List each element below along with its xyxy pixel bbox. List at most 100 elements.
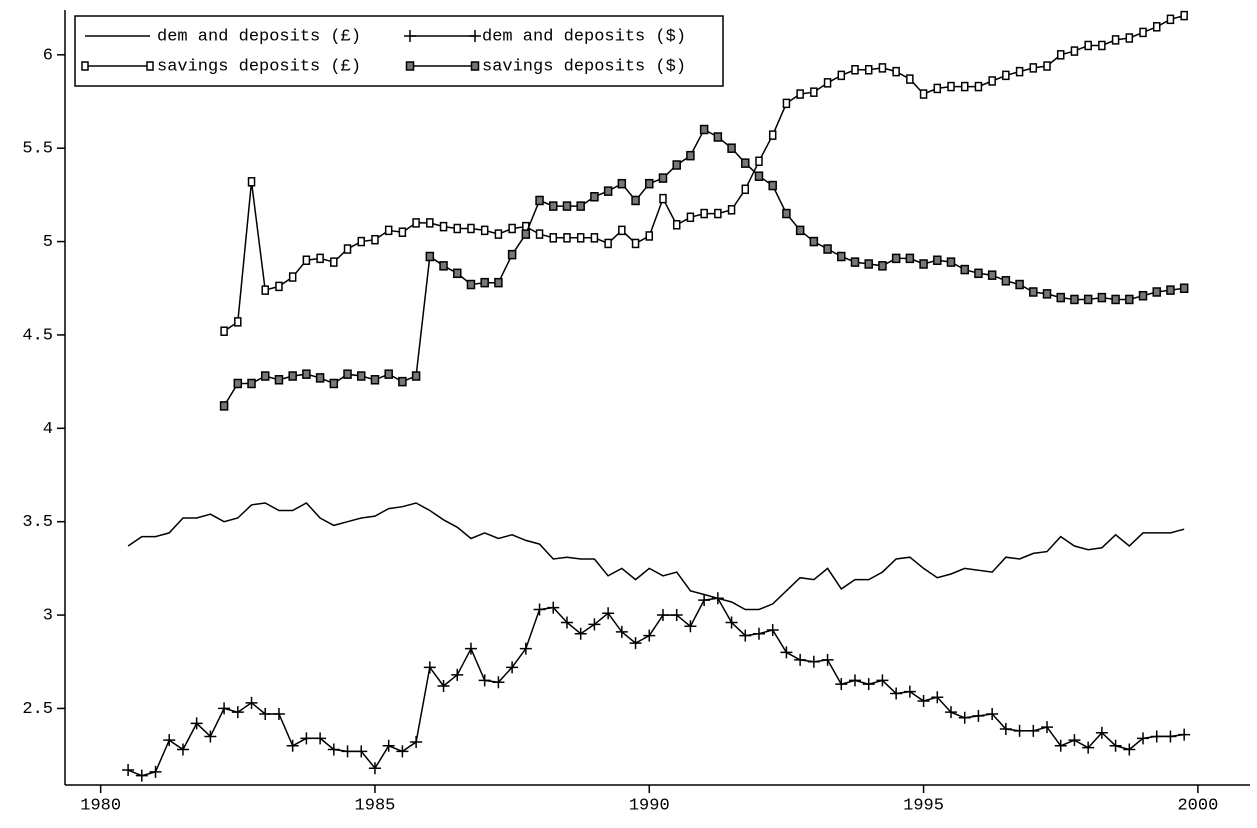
marker-square-dot: [494, 277, 503, 288]
marker-plus: [903, 685, 916, 698]
marker-plus: [1123, 743, 1136, 756]
marker-plus: [917, 694, 930, 707]
marker-plus: [615, 625, 628, 638]
marker-square: [247, 177, 256, 187]
legend-box: [74, 15, 724, 87]
marker-square-dot: [631, 195, 640, 206]
marker-plus: [588, 618, 601, 631]
x-tick-label: 2000: [1177, 796, 1218, 815]
marker-square: [851, 65, 859, 75]
marker-plus: [451, 668, 464, 681]
marker-square: [343, 244, 352, 254]
marker-square: [261, 285, 269, 295]
marker-plus: [629, 637, 642, 650]
marker-square: [576, 233, 585, 243]
marker-plus: [574, 627, 587, 640]
marker-plus: [1027, 724, 1040, 737]
marker-plus: [986, 708, 999, 721]
marker-plus: [890, 687, 903, 700]
marker-plus: [218, 702, 231, 715]
marker-square-dot: [754, 171, 764, 181]
marker-square-dot: [302, 369, 311, 379]
marker-plus: [958, 711, 971, 724]
marker-square: [146, 61, 154, 71]
marker-square: [906, 74, 914, 84]
y-tick-label: 5.5: [22, 140, 53, 159]
marker-square: [81, 61, 89, 71]
marker-square-dot: [645, 178, 654, 189]
marker-square-dot: [233, 378, 243, 389]
marker-square: [275, 281, 283, 292]
marker-square-dot: [1029, 287, 1038, 297]
marker-square: [467, 223, 475, 234]
marker-square: [659, 193, 667, 204]
marker-square: [892, 66, 900, 77]
marker-plus: [1137, 732, 1150, 745]
marker-plus: [945, 706, 958, 719]
marker-square-dot: [470, 61, 480, 71]
marker-square-dot: [425, 251, 435, 262]
marker-square: [220, 326, 228, 336]
marker-square: [782, 98, 791, 109]
marker-square-dot: [576, 201, 585, 211]
marker-plus: [506, 661, 519, 674]
x-tick-label: 1980: [80, 796, 121, 815]
marker-plus: [341, 745, 354, 758]
marker-square-dot: [315, 373, 325, 383]
marker-plus: [1109, 739, 1122, 752]
marker-square: [357, 236, 365, 247]
marker-square: [1166, 14, 1175, 25]
marker-square-dot: [946, 257, 956, 267]
marker-square-dot: [562, 201, 572, 211]
marker-square-dot: [507, 249, 517, 260]
marker-square-dot: [219, 401, 229, 411]
marker-square: [1043, 61, 1051, 71]
marker-square: [453, 223, 462, 234]
marker-square-dot: [1125, 294, 1134, 305]
marker-plus: [149, 765, 162, 778]
marker-plus: [1164, 730, 1177, 743]
marker-square-dot: [1042, 289, 1052, 299]
legend-label: savings deposits ($): [482, 57, 686, 76]
marker-square: [618, 225, 626, 236]
marker-square: [371, 234, 379, 245]
x-tick-label: 1995: [903, 796, 944, 815]
marker-plus: [780, 646, 793, 659]
marker-plus: [464, 642, 477, 655]
marker-square: [604, 238, 612, 249]
marker-plus: [807, 655, 820, 668]
marker-square: [947, 81, 955, 92]
marker-square-dot: [549, 201, 558, 211]
marker-square: [288, 272, 297, 282]
marker-square: [714, 208, 722, 219]
marker-square-dot: [247, 378, 256, 389]
marker-square: [796, 89, 804, 99]
marker-square: [837, 70, 846, 81]
marker-square-dot: [823, 244, 832, 254]
marker-square: [686, 212, 695, 223]
marker-plus: [478, 674, 491, 687]
marker-square-dot: [617, 178, 627, 189]
marker-square: [960, 81, 969, 92]
marker-square: [480, 225, 489, 236]
marker-plus: [972, 709, 985, 722]
marker-plus: [519, 642, 532, 655]
marker-square-dot: [658, 173, 668, 183]
marker-square-dot: [590, 191, 599, 202]
marker-square: [412, 218, 420, 228]
marker-square-dot: [384, 369, 393, 379]
marker-square: [878, 63, 887, 73]
marker-square: [823, 78, 832, 88]
marker-square: [563, 233, 571, 243]
marker-square-dot: [713, 132, 723, 142]
marker-square-dot: [1111, 294, 1120, 305]
marker-plus: [190, 717, 203, 730]
marker-square: [631, 238, 640, 249]
marker-square-dot: [398, 376, 407, 387]
marker-square: [727, 205, 736, 215]
marker-square-dot: [1056, 292, 1065, 303]
marker-square-dot: [439, 261, 448, 271]
marker-square-dot: [850, 257, 860, 267]
marker-plus: [602, 607, 615, 620]
